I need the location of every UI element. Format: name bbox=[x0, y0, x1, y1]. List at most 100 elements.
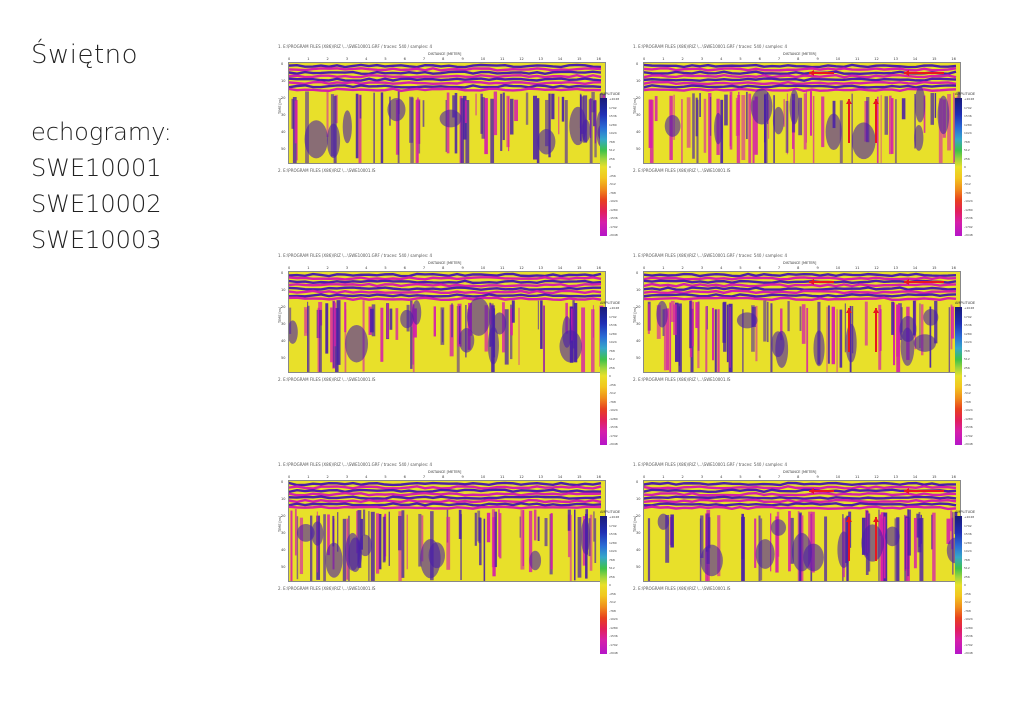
x-tick-label: 0 bbox=[643, 57, 646, 61]
x-tick-label: 12 bbox=[874, 57, 879, 61]
x-tick-label: 10 bbox=[835, 475, 841, 479]
colorbar-tick: 768 bbox=[609, 557, 615, 562]
echogram-panel: 1. E:\PROGRAM FILES (X86)\RIZ \...\SWE10… bbox=[278, 462, 618, 592]
y-tick-label: 30 bbox=[636, 322, 641, 326]
y-tick-label: 40 bbox=[636, 339, 641, 343]
colorbar-tick: 512 bbox=[609, 148, 615, 152]
colorbar-tick: 256 bbox=[609, 365, 615, 370]
colorbar-tick: -1536 bbox=[609, 425, 618, 429]
x-tick-label: 14 bbox=[912, 57, 918, 61]
x-tick-label: 2 bbox=[326, 266, 329, 270]
colorbar-title: AMPLITUDE bbox=[955, 510, 976, 514]
x-tick-label: 1 bbox=[662, 57, 665, 61]
y-tick-label: 50 bbox=[281, 565, 286, 569]
colorbar-tick: -1792 bbox=[964, 433, 973, 438]
x-tick-label: 15 bbox=[932, 266, 937, 270]
x-tick-label: 16 bbox=[596, 57, 601, 61]
colorbar-tick: 256 bbox=[964, 365, 970, 370]
colorbar-tick: 1536 bbox=[964, 532, 972, 536]
x-tick-label: 7 bbox=[777, 475, 781, 479]
colorbar-tick: 256 bbox=[609, 156, 615, 161]
y-tick-label: 0 bbox=[281, 271, 284, 275]
x-tick-label: 5 bbox=[384, 475, 387, 479]
x-tick-label: 15 bbox=[932, 57, 937, 61]
x-tick-label: 3 bbox=[345, 266, 349, 270]
x-tick-label: 6 bbox=[403, 57, 406, 61]
colorbar-tick: 512 bbox=[964, 148, 970, 152]
colorbar-tick: -2048 bbox=[964, 233, 973, 237]
x-tick-label: 9 bbox=[461, 266, 464, 270]
y-tick-label: 10 bbox=[636, 288, 641, 292]
x-tick-label: 6 bbox=[758, 266, 761, 270]
x-tick-label: 6 bbox=[758, 57, 761, 61]
x-tick-label: 9 bbox=[816, 57, 819, 61]
y-axis-label: TIME [ns] bbox=[278, 306, 282, 323]
x-tick-label: 4 bbox=[720, 475, 723, 479]
y-tick-label: 50 bbox=[281, 356, 286, 360]
echogram-panel: 1. E:\PROGRAM FILES (X86)\RIZ \...\SWE10… bbox=[278, 253, 618, 383]
x-tick-label: 16 bbox=[596, 266, 601, 270]
colorbar-tick: 1280 bbox=[609, 331, 617, 336]
echogram-list: echogramy: SWE10001 SWE10002 SWE10003 bbox=[31, 114, 172, 258]
x-tick-label: 10 bbox=[480, 57, 486, 61]
colorbar-title: AMPLITUDE bbox=[600, 301, 621, 305]
annotation-arrowhead bbox=[904, 70, 909, 76]
colorbar-tick: -1280 bbox=[964, 625, 973, 630]
x-tick-label: 2 bbox=[681, 57, 684, 61]
colorbar-tick: 768 bbox=[964, 557, 970, 562]
y-tick-label: 40 bbox=[281, 548, 286, 552]
x-tick-label: 7 bbox=[777, 57, 781, 61]
colorbar-tick: -256 bbox=[609, 173, 616, 178]
y-axis-label: TIME [ns] bbox=[278, 97, 282, 114]
y-tick-label: 50 bbox=[636, 565, 641, 569]
colorbar-tick: -1792 bbox=[609, 224, 618, 229]
annotation-arrowhead bbox=[904, 279, 909, 285]
colorbar-tick: -1280 bbox=[964, 416, 973, 421]
colorbar-tick: 0 bbox=[964, 374, 966, 378]
x-tick-label: 15 bbox=[577, 57, 582, 61]
echogram-panel: 1. E:\PROGRAM FILES (X86)\RIZ \...\SWE10… bbox=[633, 253, 973, 383]
colorbar-tick: 768 bbox=[609, 139, 615, 144]
x-tick-label: 0 bbox=[288, 57, 291, 61]
colorbar-tick: -1024 bbox=[609, 199, 618, 203]
colorbar-tick: 256 bbox=[964, 156, 970, 161]
colorbar-tick: -768 bbox=[964, 190, 971, 195]
colorbar-tick: -1536 bbox=[609, 216, 618, 220]
colorbar-tick: -768 bbox=[609, 399, 616, 404]
x-tick-label: 11 bbox=[855, 266, 860, 270]
annotation-arrowhead bbox=[904, 488, 909, 494]
echogram-image bbox=[644, 272, 960, 372]
colorbar-tick: 1280 bbox=[609, 540, 617, 545]
x-tick-label: 12 bbox=[519, 266, 524, 270]
x-tick-label: 8 bbox=[442, 266, 445, 270]
x-tick-label: 3 bbox=[700, 475, 704, 479]
colorbar-tick: 1536 bbox=[964, 114, 972, 118]
x-tick-label: 5 bbox=[739, 475, 742, 479]
colorbar-tick: 1024 bbox=[609, 340, 617, 344]
colorbar-title: AMPLITUDE bbox=[600, 92, 621, 96]
y-tick-label: 10 bbox=[281, 79, 286, 83]
echogram-footer: 2. E:\PROGRAM FILES (X86)\RIZ \...\SWE10… bbox=[278, 377, 376, 382]
x-tick-label: 11 bbox=[855, 57, 860, 61]
colorbar-tick: 256 bbox=[609, 574, 615, 579]
colorbar-tick: 256 bbox=[964, 574, 970, 579]
annotation-arrowhead bbox=[873, 517, 879, 522]
y-tick-label: 40 bbox=[281, 339, 286, 343]
colorbar-tick: -256 bbox=[609, 382, 616, 387]
colorbar-tick: 0 bbox=[609, 165, 611, 169]
y-tick-label: 30 bbox=[636, 531, 641, 535]
x-tick-label: 9 bbox=[461, 475, 464, 479]
colorbar-tick: -1280 bbox=[609, 416, 618, 421]
y-tick-label: 30 bbox=[636, 113, 641, 117]
x-tick-label: 8 bbox=[797, 266, 800, 270]
annotation-arrowhead bbox=[809, 279, 814, 285]
echogram-panel: 1. E:\PROGRAM FILES (X86)\RIZ \...\SWE10… bbox=[633, 44, 973, 174]
x-tick-label: 15 bbox=[577, 266, 582, 270]
echogram-image bbox=[289, 272, 604, 372]
colorbar-tick: -1024 bbox=[609, 617, 618, 621]
colorbar-tick: -1024 bbox=[964, 199, 973, 203]
echogram-item: SWE10001 bbox=[31, 154, 162, 182]
x-tick-label: 10 bbox=[480, 266, 486, 270]
x-tick-label: 16 bbox=[596, 475, 601, 479]
y-tick-label: 20 bbox=[281, 96, 286, 100]
